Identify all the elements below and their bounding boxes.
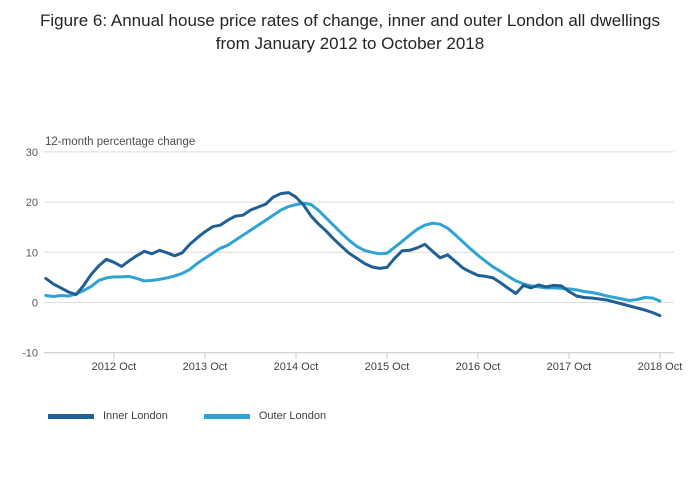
figure-title: Figure 6: Annual house price rates of ch… [40,11,660,54]
x-axis-tick-label: 2016 Oct [456,361,501,373]
legend-item-outer-london: Outer London [203,410,327,422]
x-axis-tick-label: 2015 Oct [365,361,410,373]
y-axis-tick-label: -10 [22,348,38,360]
outer-london-line-swatch [203,413,250,419]
legend-label-inner-london: Inner London [103,410,168,422]
x-axis-tick-label: 2017 Oct [547,361,592,373]
x-axis-tick-label: 2012 Oct [92,361,137,373]
y-axis-tick-label: 10 [26,247,38,259]
legend-item-inner-london: Inner London [48,410,168,422]
y-axis-tick-label: 20 [26,197,38,209]
y-axis-unit-label: 12-month percentage change [45,136,196,148]
inner-london-line-swatch [48,413,94,419]
outer-london-line [44,201,662,303]
x-axis-tick-label: 2014 Oct [274,361,319,373]
y-axis-tick-label: 30 [26,147,38,159]
x-axis-tick-label: 2018 Oct [638,361,683,373]
legend-label-outer-london: Outer London [258,410,327,422]
x-axis-tick-label: 2013 Oct [183,361,228,373]
inner-london-line [44,191,662,318]
y-axis-tick-label: 0 [32,298,38,310]
legend: Inner London Outer London [48,410,362,422]
